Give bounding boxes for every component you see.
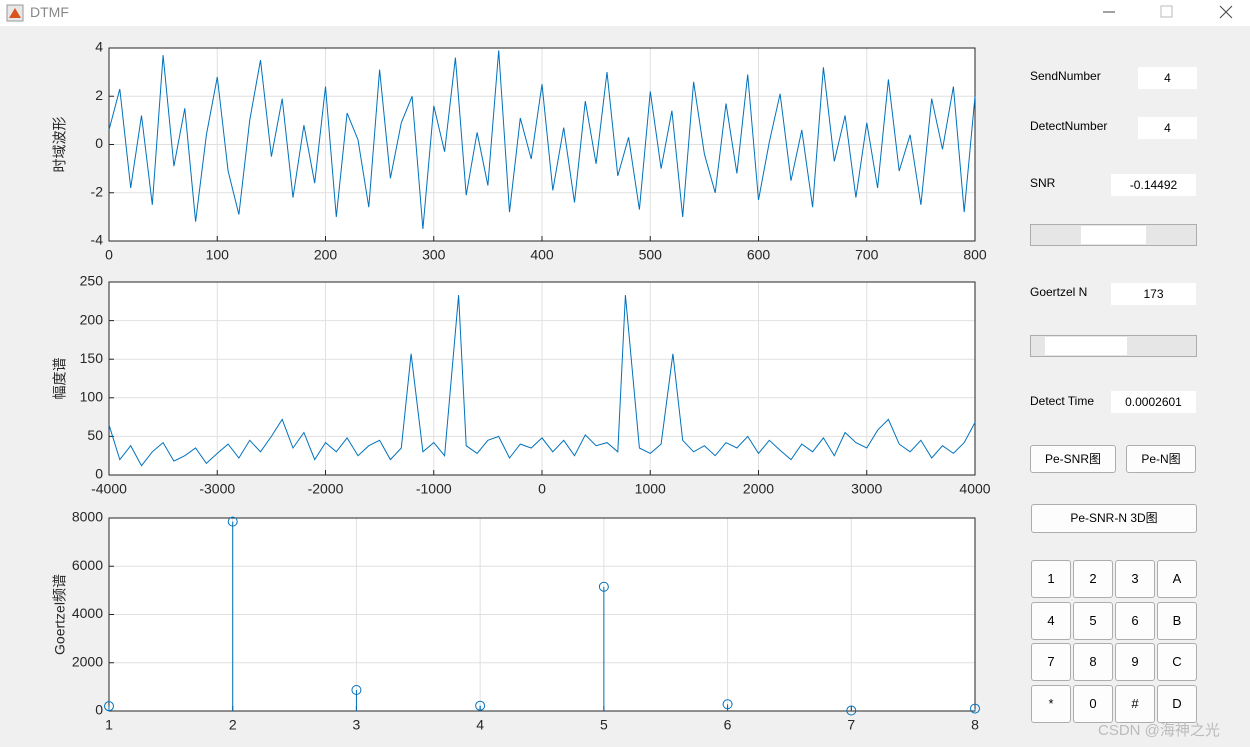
field-value[interactable]: 4 [1138,67,1197,89]
button[interactable]: Pe-N图 [1126,445,1196,473]
y-tick-label: 200 [80,311,104,327]
key[interactable]: D [1157,684,1197,723]
key[interactable]: B [1157,601,1197,640]
key[interactable]: 7 [1031,643,1071,681]
key[interactable]: # [1115,684,1155,723]
stem-marker [722,699,733,710]
title-bar-icons [6,4,1233,22]
key[interactable]: 5 [1073,601,1113,640]
y-tick-label: 6000 [72,557,103,573]
charts: 0 100 200 300 400 500 600 700 800-4-2024时域波形-400… [52,39,991,733]
x-tick-label: 0 [105,247,113,263]
key[interactable]: 1 [1031,560,1071,598]
field-value[interactable]: 173 [1111,283,1196,305]
y-tick-label: 0 [95,135,103,151]
y-tick-label: 0 [95,466,103,482]
field-value[interactable]: 4 [1138,117,1197,139]
stem-marker [846,705,857,716]
key[interactable]: A [1157,560,1197,598]
key[interactable]: 4 [1031,601,1071,640]
watermark: CSDN @海神之光 [1098,722,1220,739]
x-tick-label: 800 [963,247,987,263]
stem-marker [227,516,238,527]
snr-slider[interactable] [1030,224,1197,246]
x-tick-label: 4000 [959,481,990,497]
x-tick-label: 1000 [635,481,666,497]
x-tick-label: 2000 [743,481,774,497]
y-axis-label: Goertzel频谱 [52,574,68,655]
button[interactable]: Pe-SNR-N 3D图 [1031,504,1197,533]
window-title: DTMF [30,4,69,20]
field-label: DetectNumber [1030,119,1108,133]
x-tick-label: 200 [314,247,338,263]
app-icon-logo [9,8,21,18]
field-value[interactable]: 0.0002601 [1111,391,1196,413]
y-tick-label: -2 [91,183,104,199]
x-tick-label: 2 [229,717,237,733]
y-tick-label: 2000 [72,653,103,669]
x-tick-label: 6 [724,717,732,733]
y-tick-label: 0 [95,702,103,718]
key[interactable]: 0 [1073,684,1113,723]
stem-marker [351,685,362,696]
key[interactable]: C [1157,643,1197,681]
axes-box [108,517,976,712]
waveform [108,295,976,467]
x-tick-label: -4000 [91,481,127,497]
field-label: Detect Time [1030,394,1095,408]
y-axis-label: 幅度谱 [52,358,68,400]
y-tick-label: 4000 [72,605,103,621]
x-tick-label: 3000 [851,481,882,497]
y-tick-label: 50 [87,427,103,443]
x-tick-label: -1000 [416,481,452,497]
y-tick-label: 4 [95,39,103,55]
x-tick-label: 1 [105,717,113,733]
x-tick-label: 300 [422,247,446,263]
title-bar: DTMF [0,0,1250,26]
axes-box [108,47,976,242]
key[interactable]: 3 [1115,560,1155,598]
close[interactable] [1219,5,1233,19]
y-tick-label: 250 [80,273,104,289]
y-tick-label: 2 [95,87,103,103]
y-tick-label: -4 [91,232,104,248]
key[interactable]: 9 [1115,643,1155,681]
x-tick-label: 500 [639,247,663,263]
x-tick-label: -3000 [199,481,235,497]
y-axis-label: 时域波形 [52,117,68,173]
maximize[interactable] [1160,5,1173,18]
stem-marker [104,701,114,712]
x-tick-label: 5 [600,717,608,733]
stem-marker [598,581,609,592]
x-tick-label: 100 [206,247,230,263]
x-tick-label: 7 [847,717,855,733]
y-tick-label: 100 [80,389,104,405]
n-slider[interactable] [1030,335,1197,357]
x-tick-label: 400 [530,247,554,263]
y-tick-label: 150 [80,350,104,366]
key[interactable]: * [1031,684,1071,723]
x-tick-label: 8 [971,717,979,733]
x-tick-label: 700 [855,247,879,263]
key[interactable]: 6 [1115,601,1155,640]
button[interactable]: Pe-SNR图 [1030,445,1116,473]
field-label: SNR [1030,176,1056,190]
x-tick-label: 600 [747,247,771,263]
field-label: SendNumber [1030,69,1101,83]
waveform [108,50,976,229]
stem-marker [970,703,980,714]
stem-marker [475,700,486,711]
x-tick-label: 4 [476,717,484,733]
key[interactable]: 8 [1073,643,1113,681]
field-label: Goertzel N [1030,285,1088,299]
x-tick-label: -2000 [308,481,344,497]
key[interactable]: 2 [1073,560,1113,598]
y-tick-label: 8000 [72,509,103,525]
field-value[interactable]: -0.14492 [1111,174,1196,196]
x-tick-label: 3 [353,717,361,733]
axes-box [108,281,976,476]
x-tick-label: 0 [538,481,546,497]
